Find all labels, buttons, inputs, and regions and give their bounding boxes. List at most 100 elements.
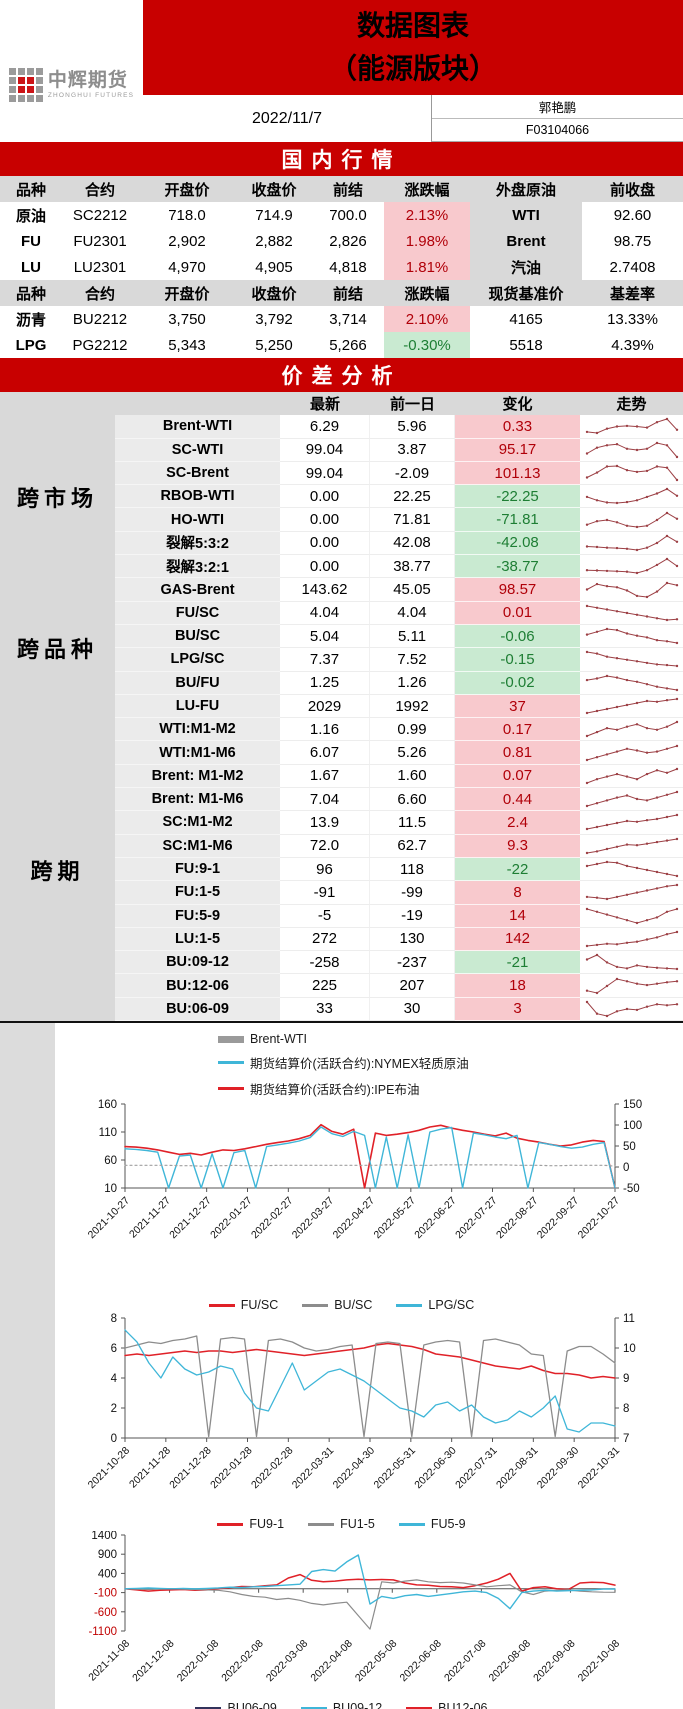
spread-trend-cell <box>580 461 683 486</box>
trend-sparkline <box>585 558 678 575</box>
spread-previous: 5.11 <box>370 624 455 649</box>
spread-row-name: SC-WTI <box>115 438 280 462</box>
spread-latest: 99.04 <box>280 438 370 462</box>
external-market-label: Brent <box>470 228 582 254</box>
svg-text:2022-06-27: 2022-06-27 <box>412 1195 459 1242</box>
trend-sparkline <box>585 651 678 668</box>
prev-settle: 700.0 <box>329 206 367 224</box>
trend-sparkline <box>585 604 678 622</box>
spread-latest: 4.04 <box>280 601 370 625</box>
svg-text:2022-10-31: 2022-10-31 <box>576 1445 623 1492</box>
contract-code: BU2212 <box>72 310 128 328</box>
spread-change: -0.06 <box>455 624 580 649</box>
spread-latest: 0.00 <box>280 485 370 509</box>
spread-change: 14 <box>455 904 580 928</box>
open-price: 718.0 <box>168 206 206 224</box>
spread-row-name: LPG/SC <box>115 648 280 672</box>
change-percent: 1.98% <box>384 228 470 254</box>
spread-change: -22 <box>455 857 580 882</box>
spread-row-name: BU:06-09 <box>115 997 280 1022</box>
legend-swatch-icon <box>302 1303 329 1307</box>
svg-text:400: 400 <box>98 1568 117 1580</box>
spread-column-header-trend: 走势 <box>580 392 683 416</box>
table-row: 沥青 BU2212 3,750 3,792 3,714 2.10% 4165 13.33% <box>0 306 683 332</box>
column-header: 合约 <box>62 176 138 202</box>
legend-item: FU9-1 <box>217 1517 284 1531</box>
svg-text:0: 0 <box>111 1433 117 1445</box>
close-price: 2,882 <box>255 232 293 250</box>
spread-trend-cell <box>580 788 683 812</box>
legend-label: 期货结算价(活跃合约):IPE布油 <box>250 1083 420 1098</box>
spread-previous: 118 <box>370 857 455 882</box>
product-name: FU <box>21 232 41 250</box>
contract-code: FU2301 <box>73 232 127 250</box>
external-market-label: WTI <box>470 202 582 228</box>
spread-change: 0.81 <box>455 741 580 765</box>
spread-previous: 5.26 <box>370 741 455 765</box>
external-market-label: 汽油 <box>470 254 582 280</box>
spread-latest: 6.07 <box>280 741 370 765</box>
spread-row-name: RBOB-WTI <box>115 485 280 509</box>
spread-previous: -237 <box>370 951 455 975</box>
column-header: 涨跌幅 <box>384 280 470 306</box>
spread-group-label: 跨品种 <box>0 578 115 719</box>
spread-trend-cell <box>580 857 683 882</box>
trend-sparkline <box>585 488 678 505</box>
spread-row-name: Brent: M1-M6 <box>115 788 280 812</box>
chart-legend: BU06-09 BU09-12 BU12-06 <box>0 1696 683 1709</box>
legend-label: FU5-9 <box>430 1517 466 1532</box>
svg-text:11: 11 <box>623 1313 635 1325</box>
svg-text:2021-12-27: 2021-12-27 <box>167 1195 214 1242</box>
svg-text:2022-07-08: 2022-07-08 <box>442 1638 489 1685</box>
svg-text:2022-08-27: 2022-08-27 <box>494 1195 541 1242</box>
spread-trend-cell <box>580 438 683 462</box>
table-row: LPG PG2212 5,343 5,250 5,266 -0.30% 5518 4.39% <box>0 332 683 358</box>
spread-row-name: SC-Brent <box>115 461 280 486</box>
column-header: 基差率 <box>582 280 683 306</box>
spread-trend-cell <box>580 834 683 858</box>
chart-plot: 8 6 4 2 0 11 10 9 8 7 2021-10-282021-11-282021-12-… <box>86 1313 636 1492</box>
column-header: 前结 <box>312 176 384 202</box>
svg-text:2022-02-08: 2022-02-08 <box>219 1638 266 1685</box>
spread-previous: 7.52 <box>370 648 455 672</box>
spread-change: 98.57 <box>455 578 580 602</box>
spread-change: 18 <box>455 974 580 998</box>
legend-item: FU5-9 <box>398 1517 466 1532</box>
trend-sparkline <box>585 697 678 715</box>
spread-trend-cell <box>580 881 683 905</box>
prev-settle: 3,714 <box>329 310 367 328</box>
svg-text:2021-11-27: 2021-11-27 <box>127 1195 173 1241</box>
trend-sparkline <box>585 418 678 435</box>
basis-rate: 13.33% <box>607 310 658 328</box>
spread-previous: 4.04 <box>370 601 455 625</box>
spread-latest: -258 <box>280 951 370 975</box>
spread-trend-cell <box>580 904 683 928</box>
spread-change: 0.33 <box>455 415 580 439</box>
change-percent: -0.30% <box>384 332 470 358</box>
trend-sparkline <box>585 884 678 901</box>
spread-row-name: 裂解3:2:1 <box>115 555 280 579</box>
author-id: F03104066 <box>525 122 590 137</box>
svg-text:0: 0 <box>623 1162 629 1174</box>
table-row: 原油 SC2212 718.0 714.9 700.0 2.13% WTI 92.60 <box>0 202 683 228</box>
svg-text:110: 110 <box>99 1127 117 1139</box>
legend-item: 期货结算价(活跃合约):NYMEX轻质原油 <box>218 1053 683 1072</box>
svg-text:2022-07-27: 2022-07-27 <box>453 1195 500 1242</box>
svg-text:2022-10-08: 2022-10-08 <box>576 1638 623 1685</box>
trend-sparkline <box>585 744 678 761</box>
basis-rate: 4.39% <box>611 336 654 354</box>
spread-row-name: FU:5-9 <box>115 904 280 928</box>
spread-trend-cell <box>580 927 683 952</box>
spread-change: -21 <box>455 951 580 975</box>
chart-brent-wti: Brent-WTI 期货结算价(活跃合约):NYMEX轻质原油期货结算价(活跃合约… <box>0 1023 683 1293</box>
svg-text:2022-09-30: 2022-09-30 <box>535 1445 582 1492</box>
spread-previous: 71.81 <box>370 508 455 532</box>
svg-text:2022-06-30: 2022-06-30 <box>412 1445 459 1492</box>
product-name: 原油 <box>15 207 46 225</box>
prev-settle: 5,266 <box>329 336 367 354</box>
legend-swatch-icon <box>406 1706 433 1709</box>
legend-swatch-icon <box>308 1522 335 1526</box>
legend-label: Brent-WTI <box>250 1032 307 1047</box>
trend-sparkline <box>585 674 678 691</box>
spread-previous: 0.99 <box>370 718 455 742</box>
